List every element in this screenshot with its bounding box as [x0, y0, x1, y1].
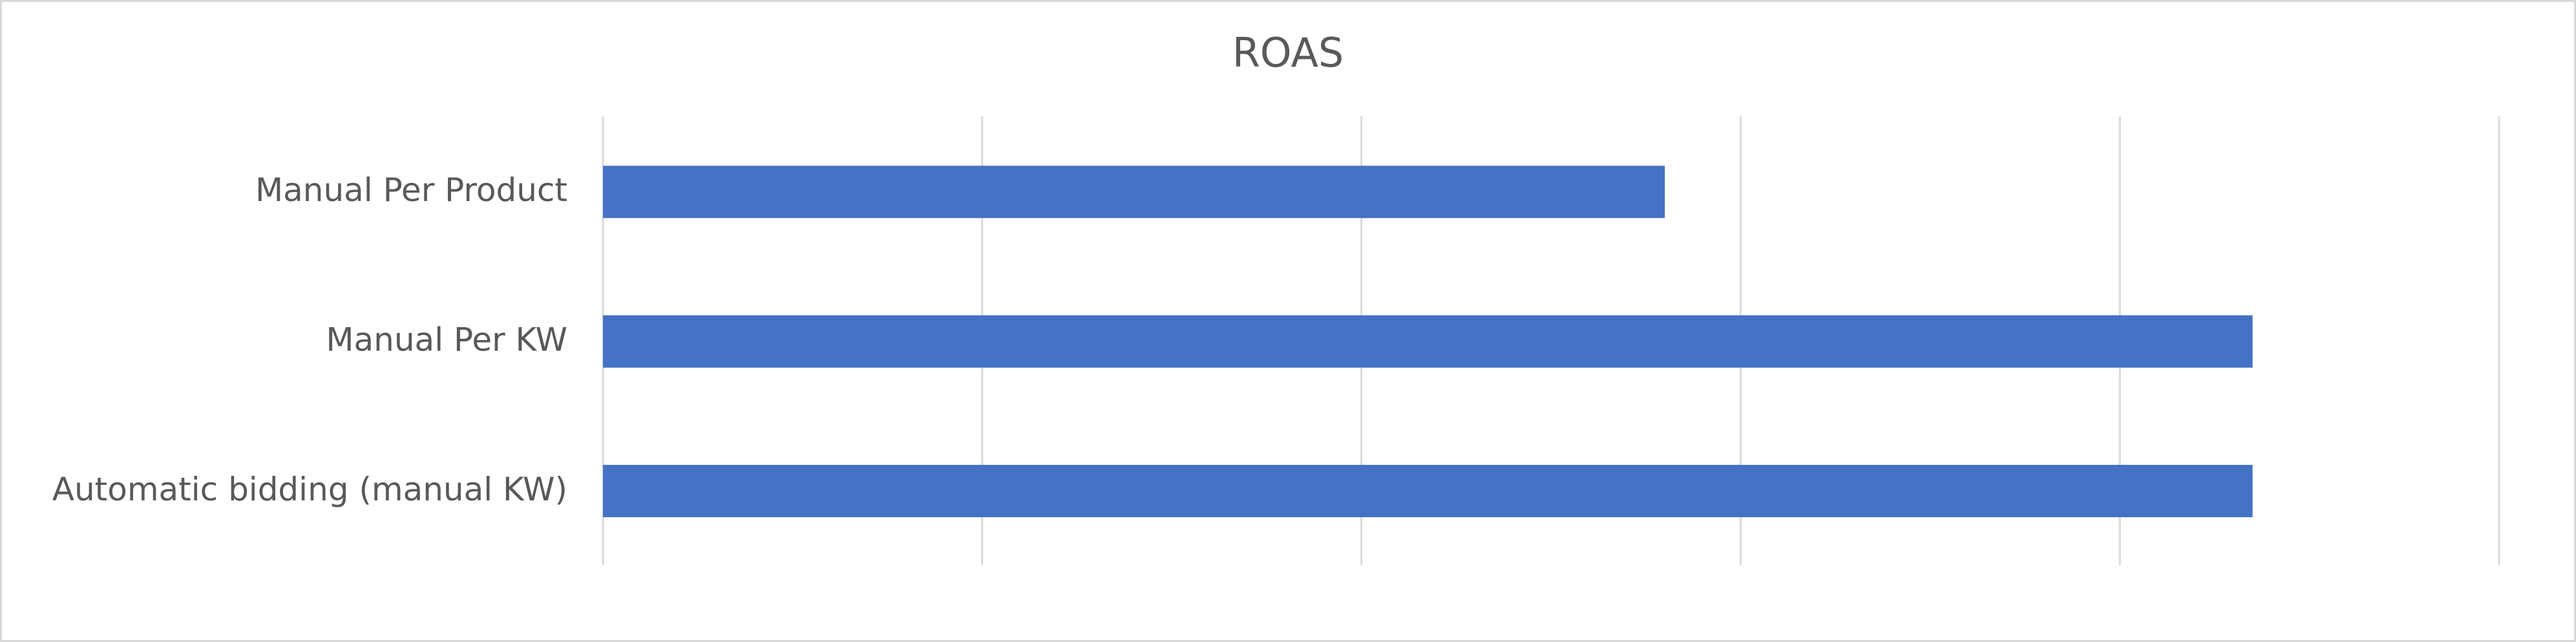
bar: [603, 465, 2253, 517]
y-tick-label: Manual Per Product: [255, 171, 567, 209]
chart-title: ROAS: [1232, 29, 1344, 76]
bar: [603, 166, 1665, 219]
y-tick-label: Automatic bidding (manual KW): [52, 471, 567, 508]
y-tick-label: Manual Per KW: [326, 321, 567, 359]
bar: [603, 315, 2253, 368]
